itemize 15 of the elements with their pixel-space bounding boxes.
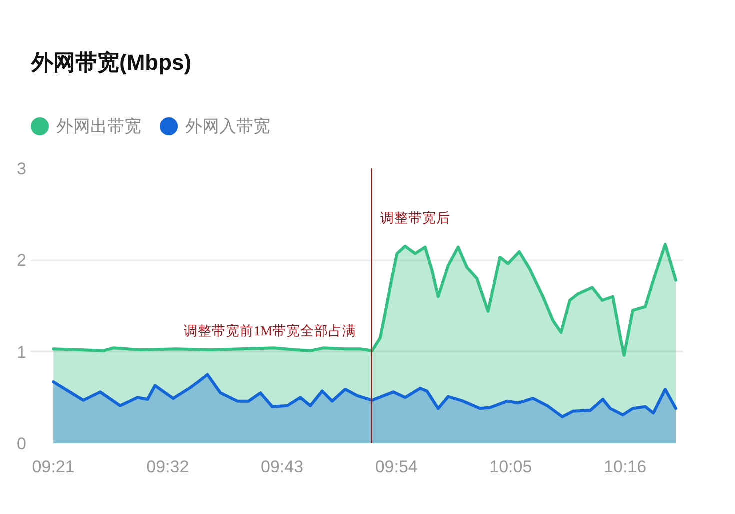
y-tick-label: 0 (17, 434, 27, 454)
x-tick-label: 09:54 (375, 458, 418, 476)
legend-label: 外网出带宽 (56, 117, 142, 136)
annotation: 调整带宽后 (380, 210, 451, 226)
legend-label: 外网入带宽 (186, 117, 270, 136)
x-tick-label: 09:21 (32, 458, 75, 476)
annotation: 调整带宽前1M带宽全部占满 (184, 323, 357, 338)
y-tick-label: 2 (17, 251, 27, 270)
chart-title: 外网带宽(Mbps) (30, 50, 192, 75)
y-tick-label: 1 (17, 342, 27, 362)
x-tick-label: 10:16 (604, 458, 647, 476)
y-tick-label: 3 (17, 160, 27, 178)
x-tick-label: 09:32 (146, 458, 190, 476)
x-tick-label: 09:43 (261, 458, 304, 476)
x-tick-label: 10:05 (490, 458, 532, 476)
